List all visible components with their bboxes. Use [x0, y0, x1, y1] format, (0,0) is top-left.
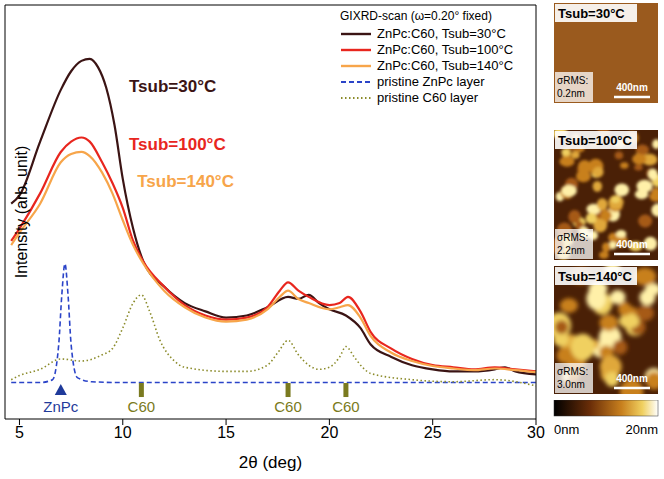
html-text:GIXRD-scan (ω=0.20° fixed): GIXRD-scan (ω=0.20° fixed)	[340, 9, 492, 23]
svg-text:σRMS:: σRMS:	[557, 232, 588, 243]
svg-text:Tsub=140°C: Tsub=140°C	[558, 269, 633, 284]
svg-text:15: 15	[217, 424, 235, 441]
svg-text:0nm: 0nm	[554, 422, 579, 437]
html-text:ZnPc:C60, Tsub=140°C: ZnPc:C60, Tsub=140°C	[377, 58, 514, 73]
html-text:pristine ZnPc layer: pristine ZnPc layer	[377, 74, 485, 89]
svg-text:C60: C60	[332, 398, 360, 415]
svg-text:400nm: 400nm	[616, 82, 648, 93]
html-text:ZnPc:C60, Tsub=30°C: ZnPc:C60, Tsub=30°C	[377, 26, 506, 41]
svg-text:Tsub=100°C: Tsub=100°C	[129, 135, 226, 154]
svg-text:2.2nm: 2.2nm	[557, 245, 585, 256]
svg-text:3.0nm: 3.0nm	[557, 379, 585, 390]
svg-text:Tsub=30°C: Tsub=30°C	[129, 77, 216, 96]
svg-text:20nm: 20nm	[625, 422, 658, 437]
svg-text:C60: C60	[274, 398, 302, 415]
svg-text:Tsub=30°C: Tsub=30°C	[558, 6, 625, 21]
svg-text:10: 10	[114, 424, 132, 441]
svg-text:20: 20	[320, 424, 338, 441]
svg-text:5: 5	[15, 424, 24, 441]
svg-text:ZnPc: ZnPc	[43, 398, 79, 415]
svg-text:σRMS:: σRMS:	[557, 75, 588, 86]
svg-text:30: 30	[527, 424, 545, 441]
svg-text:25: 25	[424, 424, 442, 441]
html-text:pristine C60 layer: pristine C60 layer	[377, 90, 479, 105]
svg-text:C60: C60	[128, 398, 156, 415]
svg-text:400nm: 400nm	[616, 239, 648, 250]
html-text:ZnPc:C60, Tsub=100°C: ZnPc:C60, Tsub=100°C	[377, 42, 514, 57]
svg-text:0.2nm: 0.2nm	[557, 88, 585, 99]
svg-text:400nm: 400nm	[616, 373, 648, 384]
svg-text:Tsub=140°C: Tsub=140°C	[137, 172, 234, 191]
svg-text:2θ (deg): 2θ (deg)	[239, 453, 302, 472]
svg-text:Tsub=100°C: Tsub=100°C	[558, 133, 633, 148]
svg-text:Intensity (arb. unit): Intensity (arb. unit)	[13, 146, 30, 279]
svg-text:σRMS:: σRMS:	[557, 366, 588, 377]
